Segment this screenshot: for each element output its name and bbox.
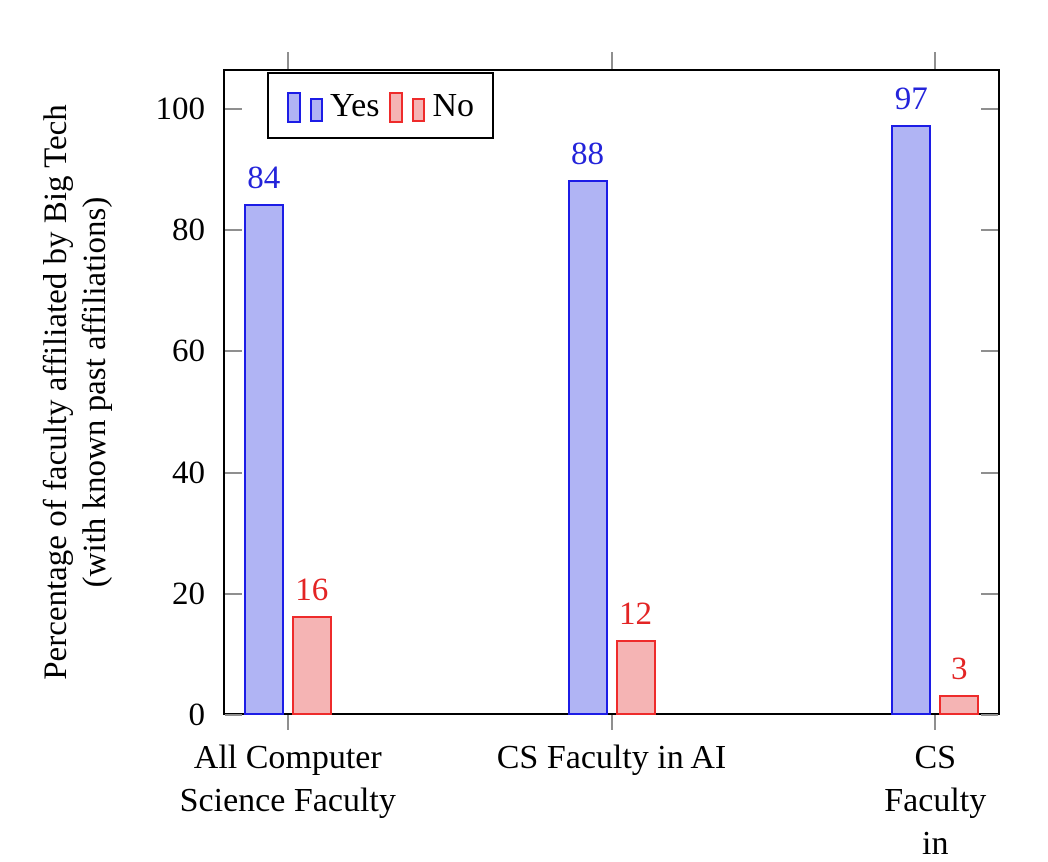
plot-area [223,69,1000,715]
x-category-label: CS Faculty in AI [496,739,727,776]
y-tick-right [981,592,998,595]
y-tick-label: 100 [155,90,206,127]
legend: Yes No [267,72,494,139]
y-tick-label: 0 [188,697,206,733]
x-tick-bottom [610,715,613,730]
legend-bar-icon [309,97,323,122]
y-tick-label: 40 [172,454,205,491]
bar-no [939,694,980,715]
bar-value-label: 16 [295,572,329,609]
bar-value-label: 88 [571,135,604,172]
bar-yes [567,179,608,715]
x-tick-top [934,52,937,69]
legend-bar-icon [389,91,404,123]
x-tick-bottom [934,715,937,730]
bar-no [291,616,332,715]
legend-marker-yes [286,89,323,123]
y-tick-right [981,714,998,716]
y-tick-left [225,350,242,353]
legend-bar-icon [286,91,301,123]
y-tick-label: 20 [172,575,205,612]
legend-label-yes: Yes [329,86,380,124]
legend-label-no: No [432,86,475,124]
y-tick-left [225,714,242,716]
bar-value-label: 97 [894,81,928,118]
y-tick-right [981,350,998,353]
bar-yes [891,125,932,715]
y-tick-left [225,592,242,595]
bar-value-label: 12 [619,596,652,633]
x-tick-top [610,52,613,69]
y-tick-right [981,107,998,110]
y-tick-right [981,229,998,232]
y-tick-left [225,229,242,232]
x-tick-bottom [286,715,289,730]
x-category-label: All Computer Science Faculty [179,739,396,819]
x-category-label: CS Faculty in Ethics [884,739,987,862]
legend-bar-icon [412,97,426,122]
bar-value-label: 3 [951,650,968,687]
y-tick-right [981,471,998,474]
bar-yes [243,203,284,715]
y-tick-left [225,471,242,474]
y-tick-left [225,107,242,110]
legend-marker-no [389,89,426,123]
bar-no [615,640,656,715]
y-tick-label: 60 [172,333,205,370]
bar-value-label: 84 [247,159,281,196]
y-tick-label: 80 [172,212,205,249]
x-tick-top [286,52,289,69]
